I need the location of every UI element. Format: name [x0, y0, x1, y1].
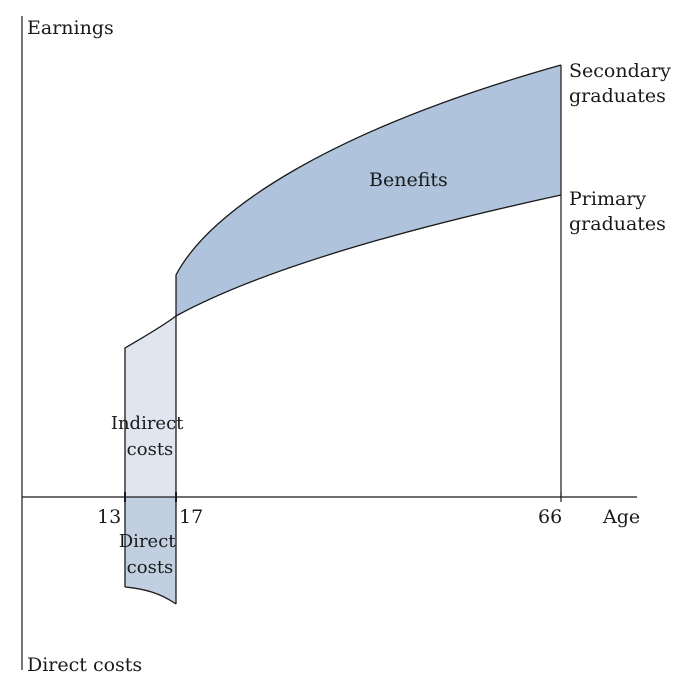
direct-label-line-1: Direct — [119, 531, 177, 552]
direct-costs-bottom-edge — [124, 586, 177, 605]
direct-costs-label: Direct costs — [119, 531, 182, 578]
benefits-region — [176, 65, 561, 316]
primary-label-line-1: Primary — [569, 188, 646, 210]
secondary-label-line-2: graduates — [569, 85, 666, 107]
direct-costs-region — [125, 497, 176, 604]
indirect-costs-label: Indirect costs — [111, 413, 189, 460]
secondary-graduates-label: Secondary graduates — [569, 60, 677, 107]
primary-graduates-label: Primary graduates — [569, 188, 666, 235]
direct-costs-axis-label: Direct costs — [27, 654, 142, 676]
primary-graduates-curve — [124, 194, 562, 587]
earnings-axis-label: Earnings — [27, 17, 114, 39]
indirect-label-line-1: Indirect — [111, 413, 184, 434]
tick-label-13: 13 — [97, 506, 121, 528]
tick-label-66: 66 — [538, 506, 562, 528]
benefits-label: Benefits — [369, 169, 448, 191]
secondary-graduates-curve — [175, 64, 562, 604]
primary-label-line-2: graduates — [569, 213, 666, 235]
age-axis-label: Age — [602, 506, 640, 528]
direct-label-line-2: costs — [127, 557, 174, 578]
indirect-label-line-2: costs — [127, 439, 174, 460]
tick-label-17: 17 — [179, 506, 203, 528]
indirect-costs-region — [125, 316, 176, 497]
secondary-label-line-1: Secondary — [569, 60, 671, 82]
